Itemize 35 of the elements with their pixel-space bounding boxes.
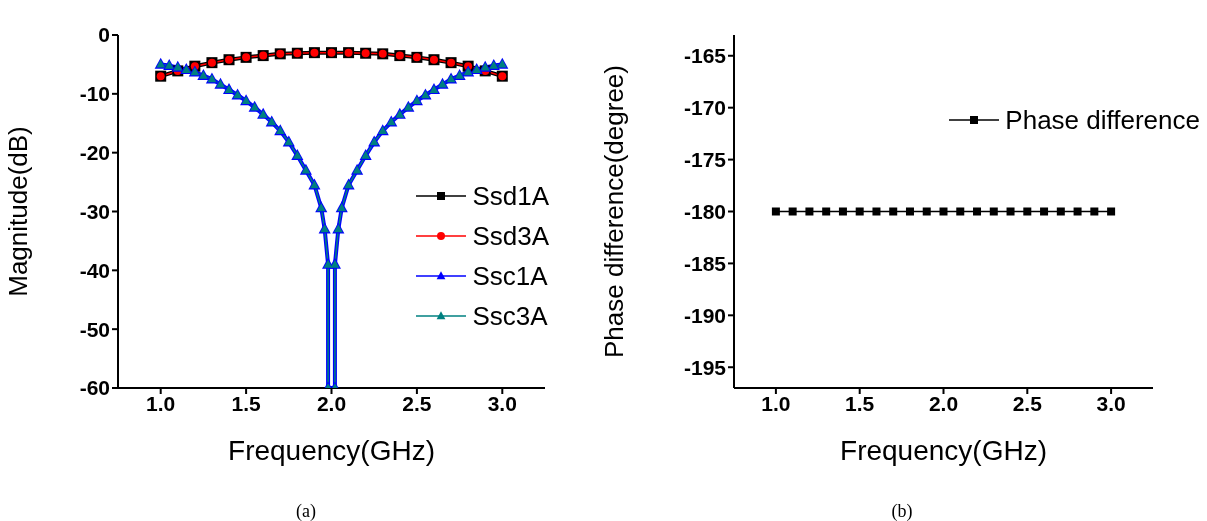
x-tick-label: 3.0 [487, 391, 517, 415]
y-tick-label: -40 [79, 258, 110, 282]
legend-label: Ssc3A [472, 300, 548, 332]
x-axis-title: Frequency(GHz) [840, 435, 1047, 466]
y-tick-label: -180 [683, 199, 726, 223]
y-tick-label: -30 [79, 199, 110, 223]
x-axis-title: Frequency(GHz) [228, 435, 435, 466]
text: (b) [890, 501, 914, 521]
legend-label: Phase difference [1005, 104, 1200, 136]
y-tick-label: -175 [683, 148, 727, 172]
x-tick-label: 1.0 [146, 391, 176, 415]
y-tick-label: -170 [683, 96, 726, 120]
x-tick-label: 2.0 [928, 391, 959, 415]
y-tick-label: -165 [683, 44, 727, 68]
y-axis-title: Phase difference(degree) [599, 65, 630, 358]
y-tick-label: -50 [79, 317, 110, 341]
y-tick-label: -185 [683, 251, 727, 275]
x-tick-label: 2.5 [402, 391, 432, 415]
text: (a) [295, 501, 317, 521]
legend-label: Ssd3A [472, 220, 549, 252]
y-tick-label: -195 [683, 355, 727, 379]
y-tick-label: -10 [79, 82, 110, 106]
x-tick-label: 3.0 [1096, 391, 1126, 415]
y-tick-label: -190 [683, 303, 726, 327]
x-tick-label: 1.5 [845, 391, 875, 415]
y-tick-label: 0 [98, 23, 110, 47]
y-tick-label: -60 [79, 376, 110, 400]
legend-label: Ssd1A [472, 180, 549, 212]
x-tick-label: 1.0 [761, 391, 791, 415]
legend-label: Ssc1A [472, 260, 548, 292]
y-axis-title: Magnitude(dB) [3, 126, 34, 297]
x-tick-label: 1.5 [231, 391, 262, 415]
y-tick-label: -20 [79, 141, 110, 165]
x-tick-label: 2.0 [316, 391, 347, 415]
x-tick-label: 2.5 [1012, 391, 1043, 415]
